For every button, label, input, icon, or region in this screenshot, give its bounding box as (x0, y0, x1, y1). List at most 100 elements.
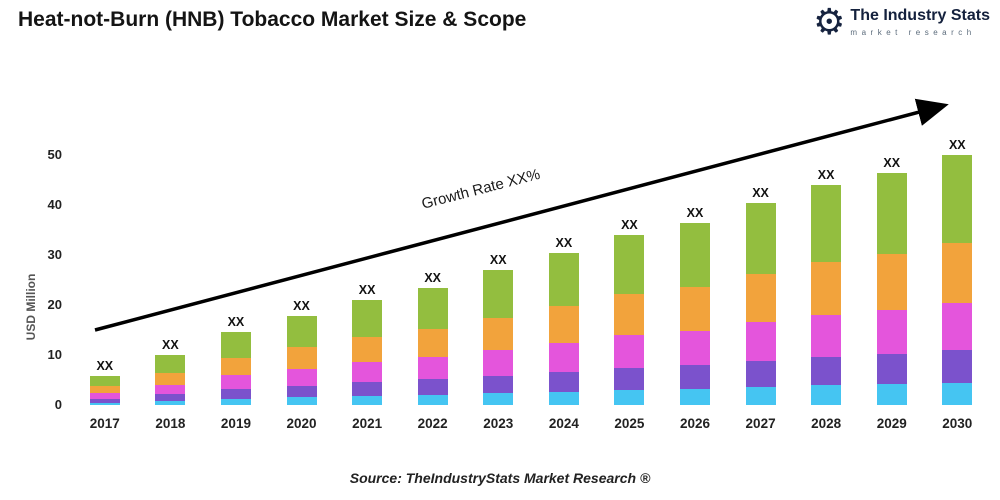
bar-value-label: XX (752, 185, 769, 200)
bar-segment (876, 354, 907, 384)
y-tick-label: 20 (47, 297, 62, 312)
bar-segment (745, 322, 776, 361)
stacked-bar (286, 315, 317, 405)
x-axis-label: 2027 (745, 416, 776, 431)
bar-segment (811, 261, 842, 315)
plot-area: XX 2017 XX 2018 XX 2019 XX 2020 XX 2021 XX 2022 XX 20… (72, 138, 991, 432)
bar-segment (286, 368, 317, 386)
bar-segment (548, 252, 579, 306)
bar-segment (89, 402, 120, 405)
bar-segment (89, 393, 120, 399)
bar-segment (220, 389, 251, 399)
x-axis-label: 2017 (89, 416, 120, 431)
bar-segment (352, 337, 383, 362)
bar-group: XX 2017 (72, 155, 138, 432)
bar-segment (220, 375, 251, 389)
bar-segment (876, 254, 907, 310)
bar-segment (89, 375, 120, 386)
stacked-bar (942, 155, 973, 405)
x-axis-label: 2022 (417, 416, 448, 431)
bar-group: XX 2021 (334, 155, 400, 431)
bar-value-label: XX (293, 298, 310, 313)
stacked-bar (155, 355, 186, 405)
bar-value-label: XX (358, 283, 376, 297)
bar-segment (286, 397, 317, 405)
x-axis-label: 2026 (679, 416, 711, 431)
y-tick-label: 50 (47, 147, 62, 162)
bar-value-label: XX (162, 338, 179, 352)
bar-segment (614, 234, 645, 294)
brand-name: The Industry Stats (850, 7, 990, 25)
bar-segment (614, 294, 645, 335)
bar-group: XX 2025 (597, 155, 663, 432)
bar-group: XX 2019 (203, 155, 269, 431)
y-tick-label: 40 (47, 197, 62, 212)
x-axis-label: 2030 (942, 416, 973, 431)
bar-segment (679, 222, 710, 287)
bar-segment (220, 398, 251, 405)
bar-segment (417, 287, 448, 329)
bar-segment (679, 286, 710, 331)
stacked-bar (220, 332, 251, 405)
x-axis-label: 2020 (286, 416, 317, 431)
bar-segment (483, 393, 514, 405)
x-axis-label: 2019 (220, 416, 251, 431)
stacked-bar (876, 172, 907, 405)
bar-group: XX 2020 (269, 155, 335, 432)
bar-segment (220, 357, 251, 375)
bar-value-label: XX (686, 205, 704, 220)
bar-segment (155, 355, 186, 373)
bar-segment (876, 172, 907, 254)
bar-segment (155, 372, 186, 385)
bar-group: XX 2018 (138, 155, 204, 431)
bar-segment (483, 270, 514, 318)
bar-segment (614, 335, 645, 368)
bar-segment (352, 300, 383, 337)
bar-segment (417, 328, 448, 357)
bar-group: XX 2028 (793, 155, 859, 432)
bar-segment (548, 306, 579, 343)
y-tick-label: 10 (47, 347, 62, 362)
x-axis-label: 2018 (155, 416, 186, 431)
bar-segment (155, 400, 186, 405)
bar-segment (811, 356, 842, 385)
x-axis-label: 2024 (548, 416, 579, 431)
stacked-bar (352, 300, 383, 405)
bar-segment (155, 384, 186, 394)
bar-segment (483, 350, 514, 376)
stacked-bar (417, 287, 448, 405)
y-tick-label: 0 (54, 397, 62, 412)
bar-segment (942, 302, 973, 350)
bar-segment (89, 398, 120, 403)
bar-segment (745, 202, 776, 274)
source-note: Source: TheIndustryStats Market Research… (349, 470, 651, 486)
bar-segment (745, 387, 776, 405)
bar-group: XX 2030 (925, 138, 991, 431)
bar-segment (483, 317, 514, 350)
stacked-bar (548, 252, 579, 405)
bar-value-label: XX (817, 167, 835, 182)
bar-segment (548, 342, 579, 372)
bar-segment (286, 315, 317, 347)
bar-segment (89, 386, 120, 393)
stacked-bar (614, 234, 645, 405)
x-axis-label: 2025 (614, 416, 645, 431)
bar-value-label: XX (227, 315, 245, 329)
bar-value-label: XX (424, 270, 442, 285)
bar-segment (876, 384, 907, 405)
bar-segment (811, 314, 842, 357)
bar-segment (614, 389, 645, 405)
bar-value-label: XX (489, 253, 507, 267)
stacked-bar (745, 202, 776, 405)
bar-segment (548, 391, 579, 405)
bar-value-label: XX (948, 138, 966, 152)
bar-value-label: XX (96, 358, 114, 373)
bar-segment (679, 330, 710, 365)
bar-segment (745, 360, 776, 387)
bar-group: XX 2029 (859, 155, 925, 432)
bar-segment (417, 356, 448, 379)
bar-segment (942, 350, 973, 383)
stacked-bar (483, 270, 514, 405)
brand-tagline: market research (850, 27, 976, 37)
